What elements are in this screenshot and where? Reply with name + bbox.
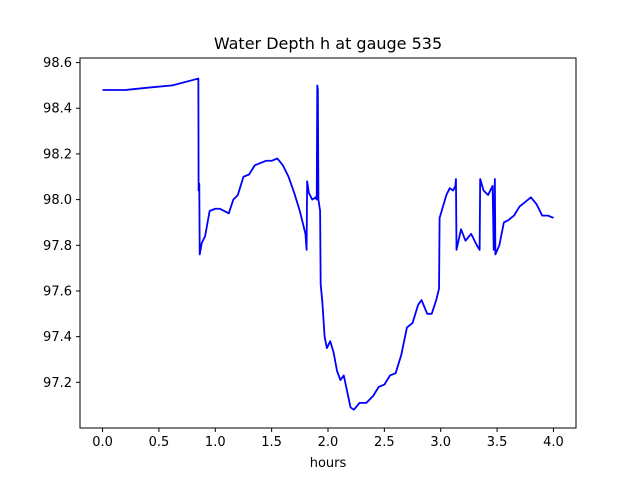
y-tick-label: 97.8: [43, 239, 72, 254]
y-tick-label: 97.4: [43, 330, 72, 345]
x-tick-label: 1.0: [205, 435, 226, 450]
series-line-0: [102, 77, 554, 411]
x-tick-label: 2.5: [374, 435, 395, 450]
x-tick-label: 1.5: [261, 435, 282, 450]
chart-title: Water Depth h at gauge 535: [214, 34, 442, 53]
y-tick-label: 98.2: [43, 147, 72, 162]
y-tick-label: 98.6: [43, 56, 72, 71]
plot-frame: [79, 57, 577, 429]
x-tick-label: 0.0: [92, 435, 113, 450]
x-axis-label: hours: [310, 456, 347, 471]
x-tick-label: 2.0: [318, 435, 339, 450]
y-tick-label: 98.4: [43, 102, 72, 117]
x-tick-label: 3.0: [430, 435, 451, 450]
y-tick-label: 97.2: [43, 376, 72, 391]
y-tick-label: 97.6: [43, 284, 72, 299]
x-tick-label: 0.5: [149, 435, 170, 450]
x-tick-label: 4.0: [543, 435, 564, 450]
y-tick-label: 98.0: [43, 193, 72, 208]
x-tick-label: 3.5: [487, 435, 508, 450]
